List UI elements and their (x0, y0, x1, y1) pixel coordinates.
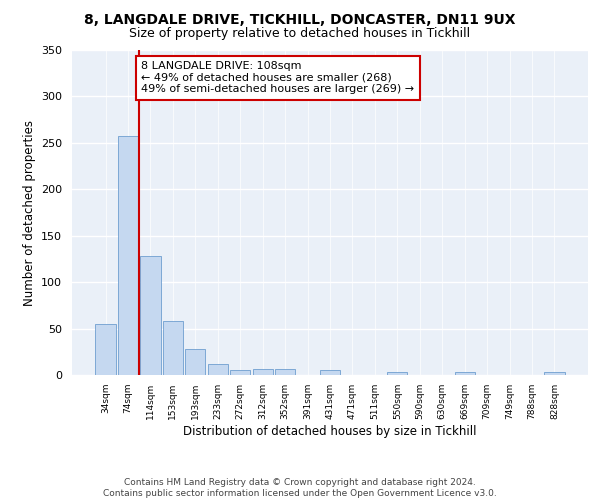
Bar (208, 364, 228, 375)
Text: 8 LANGDALE DRIVE: 108sqm
← 49% of detached houses are smaller (268)
49% of semi-: 8 LANGDALE DRIVE: 108sqm ← 49% of detach… (142, 61, 415, 94)
Bar (253, 370, 273, 375)
X-axis label: Distribution of detached houses by size in Tickhill: Distribution of detached houses by size … (183, 424, 477, 438)
Bar (230, 370, 250, 375)
Bar (544, 372, 565, 375)
Y-axis label: Number of detached properties: Number of detached properties (23, 120, 35, 306)
Text: Size of property relative to detached houses in Tickhill: Size of property relative to detached ho… (130, 28, 470, 40)
Bar (320, 370, 340, 375)
Text: 8, LANGDALE DRIVE, TICKHILL, DONCASTER, DN11 9UX: 8, LANGDALE DRIVE, TICKHILL, DONCASTER, … (84, 12, 516, 26)
Bar (455, 372, 475, 375)
Bar (275, 370, 295, 375)
Bar (387, 372, 407, 375)
Bar (163, 321, 183, 375)
Bar (185, 349, 205, 375)
Bar (140, 256, 161, 375)
Text: Contains HM Land Registry data © Crown copyright and database right 2024.
Contai: Contains HM Land Registry data © Crown c… (103, 478, 497, 498)
Bar (118, 136, 138, 375)
Bar (95, 324, 116, 375)
